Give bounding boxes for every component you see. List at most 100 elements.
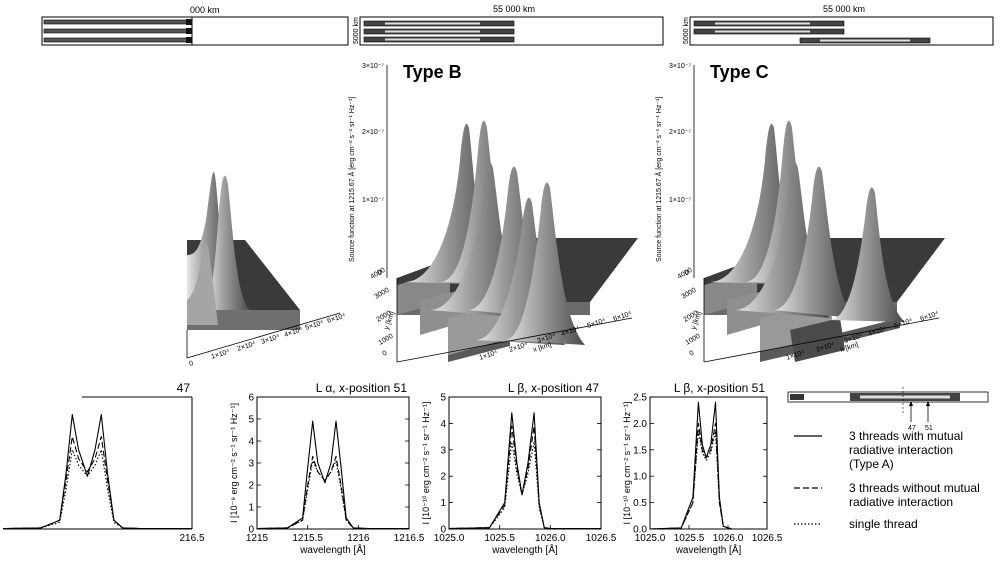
legend-thread-diagram: 47 51 [787,387,989,432]
y-tick-label: 0 [689,350,696,358]
surface-peak [505,182,585,345]
series-dotted-line [256,460,409,530]
surface-title: Type C [710,62,769,82]
surface-title: Type B [403,62,462,82]
thread-bars [43,19,192,43]
strip-side-label: 5000 km [683,17,690,44]
series-solid-line [649,401,767,530]
legend: 47 51 3 threads with mutual radiative in… [787,387,989,531]
line-plot-4: L β, x-position 51 0.0 0.5 1.0 1.5 2.0 2.5 1025… [622,381,783,556]
y-tick-label: 0.5 [633,498,647,509]
series-dashed-line [2,436,192,530]
legend-text: single thread [849,517,918,531]
y-tick-label: 0 [382,350,389,358]
x-tick-label: 1215 [246,533,269,544]
y-tick-label: 5 [248,415,254,426]
plot-title: 47 [177,381,191,395]
top-strip-3: 55 000 km 5000 km [683,4,994,46]
z-tick-label: 0 [378,270,382,277]
x-tick-label: 2×10⁴ [508,341,528,353]
plot-title: L β, x-position 51 [674,381,765,395]
series-dashed-line [649,422,767,530]
strip-scale-label: 000 km [190,5,220,15]
y-axis-label: I [10⁻¹⁰ erg cm⁻² s⁻¹ sr⁻¹ Hz⁻¹] [622,402,632,525]
x-axis-label: wavelength [Å] [675,543,742,556]
x-tick-label: 1215.5 [292,533,323,544]
legend-entry-solid: 3 threads with mutual radiative interact… [794,429,963,471]
y-tick-label: 0 [248,525,254,536]
y-tick-label: 1 [248,503,254,514]
x-tick-label: 6×10⁴ [612,310,632,322]
y-axis-label: I [10⁻⁸ erg cm⁻² s⁻¹ sr⁻¹ Hz⁻¹] [229,403,239,523]
top-strip-1: 000 km [41,5,349,46]
z-axis-label: Source function at 1215.67 Å [erg cm⁻² s… [347,97,356,262]
series-solid-line [448,412,601,530]
surface-peak [205,175,250,310]
surface-plot-a: 0 1×10⁴ 2×10⁴ 3×10⁴ 4×10⁴ 5×10⁴ 6×10⁴ [186,171,346,368]
series-solid-line [2,414,192,530]
plot-frame [256,396,410,530]
y-tick-label: 6 [248,393,254,404]
surface-peak [773,166,853,318]
y-tick-label: 1000 [685,333,702,347]
y-tick-label: 4000 [677,267,694,281]
x-tick-label: 1026.5 [752,533,783,544]
y-tick-label: 1.0 [633,472,647,483]
y-tick-label: 2.5 [633,393,647,404]
line-plot-3: L β, x-position 47 0 1 2 3 4 5 1025.0 1025.5 1026… [421,381,617,556]
line-plot-2: L α, x-position 51 0 1 2 3 4 5 6 1215 1215.5 1216 1… [229,381,425,556]
x-tick-label: 5×10⁴ [586,317,606,329]
x-tick-label: 6×10⁴ [919,310,939,322]
strip-scale-label: 55 000 km [823,4,865,14]
series-solid-line [256,420,409,530]
legend-text: 3 threads with mutual [849,429,963,443]
x-tick-label: 216.5 [179,533,204,544]
x-tick-label: 1025.0 [635,533,666,544]
y-tick-label: 1000 [378,333,395,347]
y-tick-label: 0 [440,525,446,536]
x-tick-label: 0 [188,360,194,368]
x-tick-label: 1216.5 [394,533,425,544]
line-plot-1: 47 216.5 [2,381,205,544]
y-tick-label: 4 [248,437,254,448]
plot-title: L β, x-position 47 [508,381,599,395]
series-dashed-line [256,455,409,530]
x-tick-label: 1025.5 [484,533,515,544]
plot-frame [448,396,602,530]
series-dotted-line [2,449,192,530]
plot-frame [649,396,768,530]
y-tick-label: 3000 [681,287,698,301]
y-axis-label: I [10⁻¹⁰ erg cm⁻² s⁻¹ sr⁻¹ Hz⁻¹] [421,402,431,525]
z-tick-label: 2×10⁻⁷ [669,129,691,136]
strip-side-label: 5000 km [353,17,360,44]
y-tick-label: 4 [440,419,446,430]
x-tick-label: 1026.5 [586,533,617,544]
line-plots: 47 216.5 L α, x-position 51 0 1 2 3 4 5 6 1215 1215… [2,381,783,556]
series-dotted-line [649,430,767,530]
y-tick-label: 0.0 [633,525,647,536]
y-tick-label: 2 [440,472,446,483]
surface-peak [187,243,218,325]
x-axis-label: wavelength [Å] [491,543,558,556]
x-axis-label: wavelength [Å] [299,543,366,556]
y-tick-label: 3000 [374,287,391,301]
z-tick-label: 0 [685,270,689,277]
x-tick-label: 1025.0 [434,533,465,544]
legend-text: 3 threads without mutual [849,481,980,495]
x-tick-label: 5×10⁴ [304,319,324,331]
thread-bars [363,20,515,43]
x-tick-label: 1026.0 [713,533,744,544]
surface-plot-b: Type B Source function at 1215.67 Å [erg… [347,62,638,363]
legend-entry-dashed: 3 threads without mutual radiative inter… [794,481,980,509]
x-tick-label: 1025.5 [674,533,705,544]
y-tick-label: 4000 [370,267,387,281]
z-tick-label: 3×10⁻⁷ [362,63,384,70]
plot-title: L α, x-position 51 [316,381,408,395]
y-tick-label: 1.5 [633,445,647,456]
y-tick-label: 3 [440,445,446,456]
y-tick-label: 2 [248,481,254,492]
marker-label-51: 51 [925,425,933,432]
series-dashed-line [448,425,601,530]
z-axis-label: Source function at 1215.67 Å [erg cm⁻² s… [654,97,663,262]
y-tick-label: 5 [440,393,446,404]
